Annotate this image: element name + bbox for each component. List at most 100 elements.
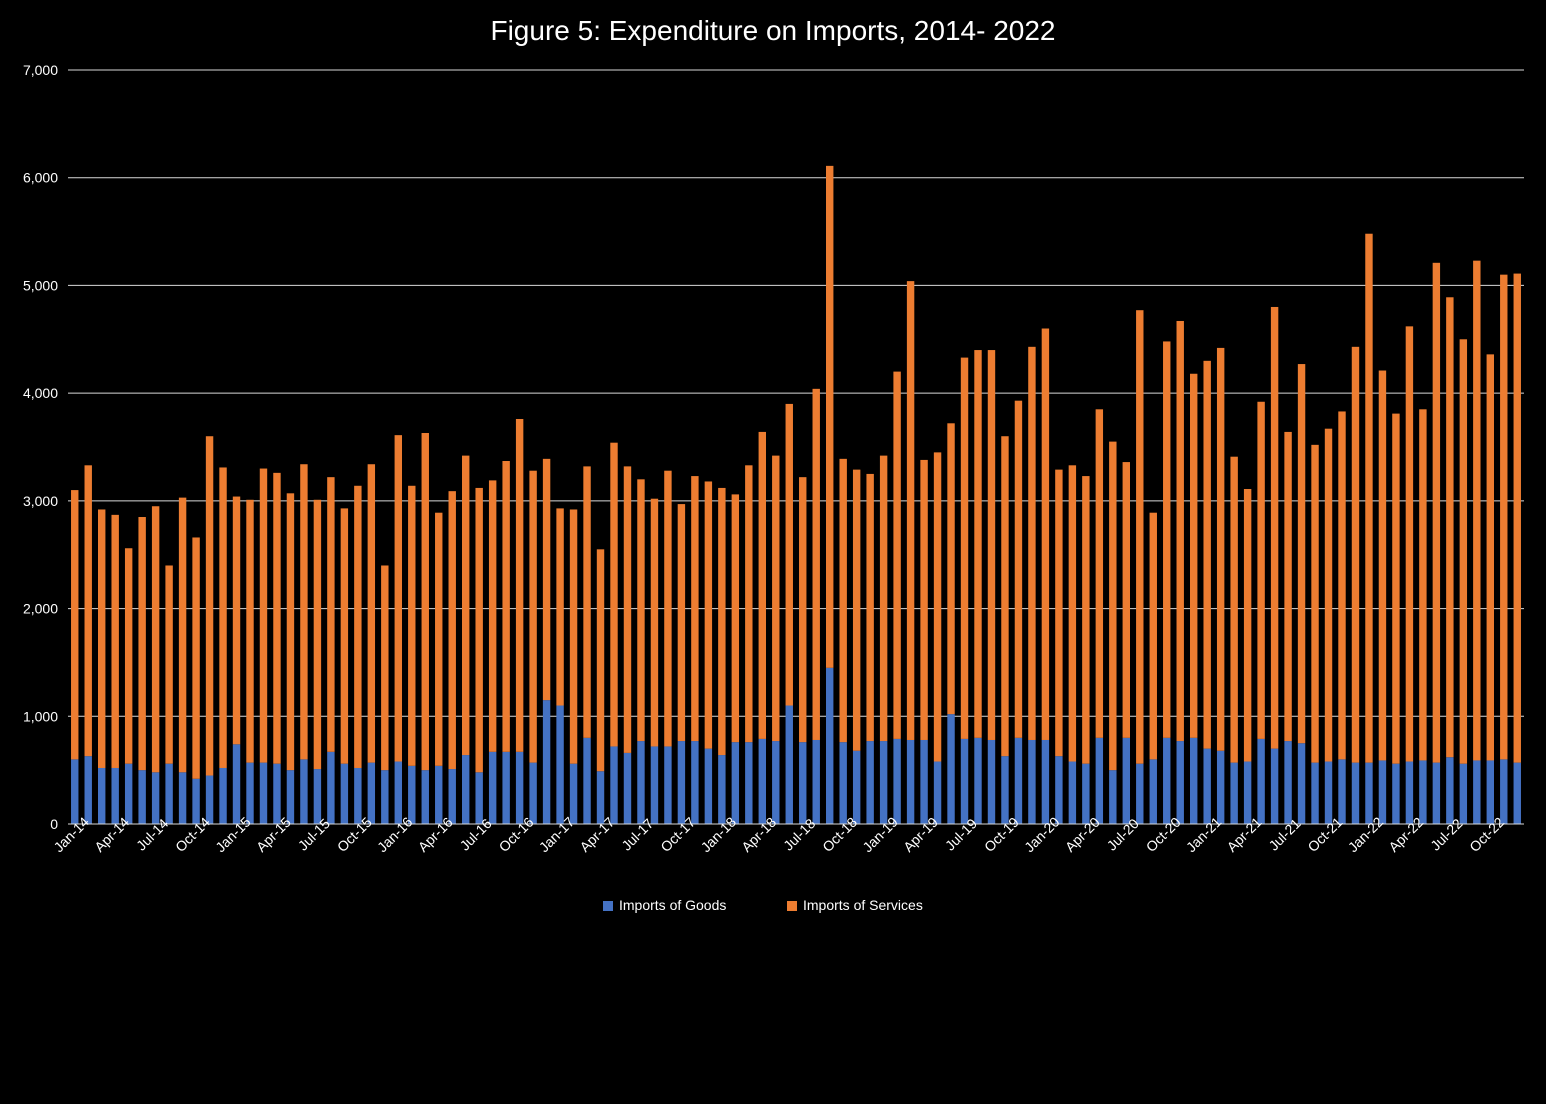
bar-services — [152, 506, 159, 772]
bar-services — [772, 456, 779, 741]
bar-services — [1460, 339, 1467, 763]
bar-services — [1257, 402, 1264, 739]
bar-services — [1419, 409, 1426, 760]
y-tick-label: 2,000 — [23, 601, 58, 617]
bar-goods — [1460, 764, 1467, 824]
bar-goods — [489, 752, 496, 824]
bar-goods — [422, 770, 429, 824]
bar-goods — [1446, 757, 1453, 824]
bar-services — [435, 513, 442, 766]
bar-goods — [1082, 764, 1089, 824]
bar-services — [866, 474, 873, 741]
bar-services — [1338, 411, 1345, 759]
bar-services — [691, 476, 698, 741]
bar-services — [233, 497, 240, 745]
bar-goods — [111, 768, 118, 824]
legend-swatch — [603, 901, 613, 911]
bar-services — [1082, 476, 1089, 764]
bar-services — [1352, 347, 1359, 763]
bar-goods — [813, 740, 820, 824]
bar-goods — [300, 759, 307, 824]
bar-goods — [705, 749, 712, 824]
bar-services — [529, 471, 536, 763]
bar-services — [1514, 274, 1521, 763]
bar-goods — [98, 768, 105, 824]
bar-services — [799, 477, 806, 742]
bar-goods — [408, 766, 415, 824]
bar-services — [718, 488, 725, 755]
bar-goods — [529, 763, 536, 824]
bar-services — [974, 350, 981, 738]
bar-goods — [745, 742, 752, 824]
bar-services — [462, 456, 469, 755]
bar-goods — [516, 752, 523, 824]
bar-goods — [1109, 770, 1116, 824]
bar-goods — [1001, 756, 1008, 824]
bar-goods — [759, 739, 766, 824]
y-tick-label: 5,000 — [23, 277, 58, 293]
bar-goods — [651, 746, 658, 824]
bar-services — [206, 436, 213, 775]
bar-goods — [1042, 740, 1049, 824]
bar-services — [300, 464, 307, 759]
chart-title: Figure 5: Expenditure on Imports, 2014- … — [490, 15, 1055, 46]
bar-goods — [246, 763, 253, 824]
bar-goods — [786, 706, 793, 824]
bar-services — [341, 508, 348, 763]
bar-services — [1069, 465, 1076, 761]
bar-goods — [570, 764, 577, 824]
bar-services — [664, 471, 671, 747]
bar-services — [381, 565, 388, 770]
bar-goods — [772, 741, 779, 824]
bar-goods — [1177, 741, 1184, 824]
bar-goods — [866, 741, 873, 824]
bar-goods — [165, 764, 172, 824]
bar-services — [516, 419, 523, 752]
bar-goods — [1284, 741, 1291, 824]
bar-goods — [1150, 759, 1157, 824]
bar-services — [1284, 432, 1291, 741]
bar-goods — [368, 763, 375, 824]
bar-goods — [462, 755, 469, 824]
y-tick-label: 4,000 — [23, 385, 58, 401]
bar-goods — [1244, 762, 1251, 824]
bar-goods — [1203, 749, 1210, 824]
bar-services — [1392, 414, 1399, 764]
bar-goods — [732, 742, 739, 824]
bar-goods — [71, 759, 78, 824]
bar-goods — [799, 742, 806, 824]
bar-services — [1163, 341, 1170, 737]
bar-goods — [1500, 759, 1507, 824]
bar-goods — [961, 739, 968, 824]
bar-services — [246, 500, 253, 763]
bar-services — [1055, 470, 1062, 757]
bar-goods — [219, 768, 226, 824]
bar-services — [1244, 489, 1251, 762]
bar-services — [71, 490, 78, 759]
bar-goods — [826, 668, 833, 824]
bar-services — [475, 488, 482, 772]
bar-services — [219, 467, 226, 768]
bar-services — [422, 433, 429, 770]
bar-goods — [1136, 764, 1143, 824]
bar-goods — [988, 740, 995, 824]
bar-goods — [1257, 739, 1264, 824]
bar-goods — [1473, 760, 1480, 824]
bar-goods — [1298, 743, 1305, 824]
bar-goods — [1230, 763, 1237, 824]
bar-goods — [1096, 738, 1103, 824]
bar-services — [1001, 436, 1008, 756]
bar-goods — [179, 772, 186, 824]
bar-services — [1136, 310, 1143, 763]
bar-goods — [1015, 738, 1022, 824]
bar-goods — [125, 764, 132, 824]
bar-services — [934, 452, 941, 761]
bar-goods — [502, 752, 509, 824]
bar-goods — [583, 738, 590, 824]
bar-services — [1271, 307, 1278, 749]
bar-services — [98, 509, 105, 768]
bar-services — [1311, 445, 1318, 763]
bar-goods — [610, 746, 617, 824]
bar-goods — [138, 770, 145, 824]
bar-goods — [1163, 738, 1170, 824]
